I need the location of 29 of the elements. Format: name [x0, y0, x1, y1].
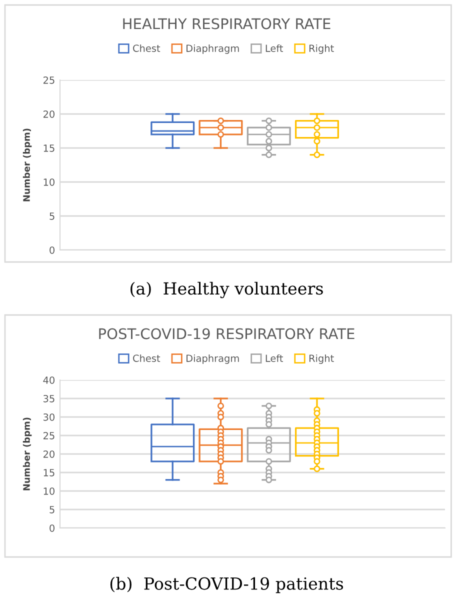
text: (a) Healthy volunteers	[130, 282, 323, 298]
chart-title: POST-COVID-19 RESPIRATORY RATE	[99, 328, 354, 340]
y-tick-label: 5	[50, 506, 54, 514]
y-tick-label: 10	[44, 487, 54, 495]
y-axis-title: Number (bpm)	[22, 418, 32, 490]
y-tick-label: 15	[44, 144, 54, 152]
y-tick-label: 25	[43, 76, 54, 84]
y-tick-label: 20	[43, 110, 54, 118]
legend-label: Chest	[133, 44, 160, 52]
legend-label: Right	[309, 44, 334, 54]
y-tick-label: 30	[44, 413, 54, 421]
legend-label: Chest	[133, 354, 160, 362]
y-tick-label: 40	[43, 376, 54, 384]
legend-label: Left	[266, 354, 283, 362]
legend-label: Diaphragm	[186, 354, 239, 364]
y-tick-label: 5	[50, 212, 54, 220]
chart-title: HEALTHY RESPIRATORY RATE	[123, 18, 330, 30]
y-tick-label: 0	[50, 524, 54, 532]
legend-label: Diaphragm	[186, 44, 239, 54]
y-tick-label: 0	[50, 246, 54, 254]
y-tick-label: 10	[44, 178, 54, 186]
y-axis-title: Number (bpm)	[22, 128, 32, 202]
legend-label: Right	[309, 354, 334, 364]
text: (b) Post-COVID-19 patients	[110, 576, 344, 594]
y-tick-label: 25	[43, 432, 54, 440]
y-tick-label: 20	[43, 450, 54, 458]
legend-label: Left	[266, 44, 283, 52]
y-tick-label: 15	[44, 469, 54, 476]
y-tick-label: 35	[44, 394, 54, 402]
